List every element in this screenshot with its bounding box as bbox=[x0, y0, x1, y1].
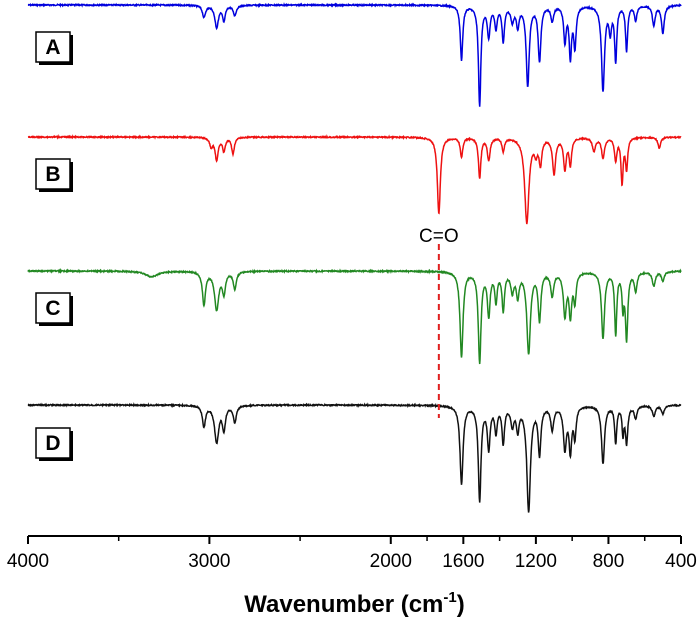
panel-label-box bbox=[35, 158, 71, 190]
x-tick-label: 400 bbox=[665, 551, 697, 572]
panel-label-d: D bbox=[35, 427, 73, 461]
panel-labels-layer: A B C D bbox=[35, 31, 73, 461]
x-tick-label: 2000 bbox=[370, 551, 412, 572]
x-axis-ticks: 4000 3000 2000 1600 1200 800 400 bbox=[7, 536, 697, 572]
panel-label-a: A bbox=[35, 31, 73, 65]
panel-label-box bbox=[35, 31, 71, 63]
panel-label-box bbox=[35, 292, 71, 324]
x-tick-label: 1600 bbox=[442, 551, 484, 572]
x-tick-label: 4000 bbox=[7, 551, 49, 572]
panel-label-box bbox=[35, 427, 71, 459]
x-tick-label: 800 bbox=[593, 551, 625, 572]
x-tick-label: 3000 bbox=[188, 551, 230, 572]
x-axis-title: Wavenumber (cm-1) bbox=[244, 589, 465, 618]
spectrum-line-c bbox=[27, 267, 682, 365]
panel-label-text: B bbox=[45, 163, 60, 186]
panel-label-b: B bbox=[35, 158, 73, 192]
x-axis-title-tail: ) bbox=[457, 591, 465, 618]
x-axis-title-superscript: -1 bbox=[443, 589, 456, 606]
x-tick-label: 1200 bbox=[515, 551, 557, 572]
panel-label-text: A bbox=[45, 36, 60, 59]
x-axis-title-main: Wavenumber (cm bbox=[244, 591, 443, 618]
panel-label-text: C bbox=[45, 297, 60, 320]
spectra-layer bbox=[27, 2, 682, 513]
spectrum-line-b bbox=[27, 134, 682, 225]
panel-label-c: C bbox=[35, 292, 73, 326]
carbonyl-annotation: C=O bbox=[419, 226, 459, 247]
spectrum-line-a bbox=[27, 2, 682, 107]
panel-label-text: D bbox=[45, 432, 60, 455]
spectrum-line-d bbox=[27, 402, 682, 513]
